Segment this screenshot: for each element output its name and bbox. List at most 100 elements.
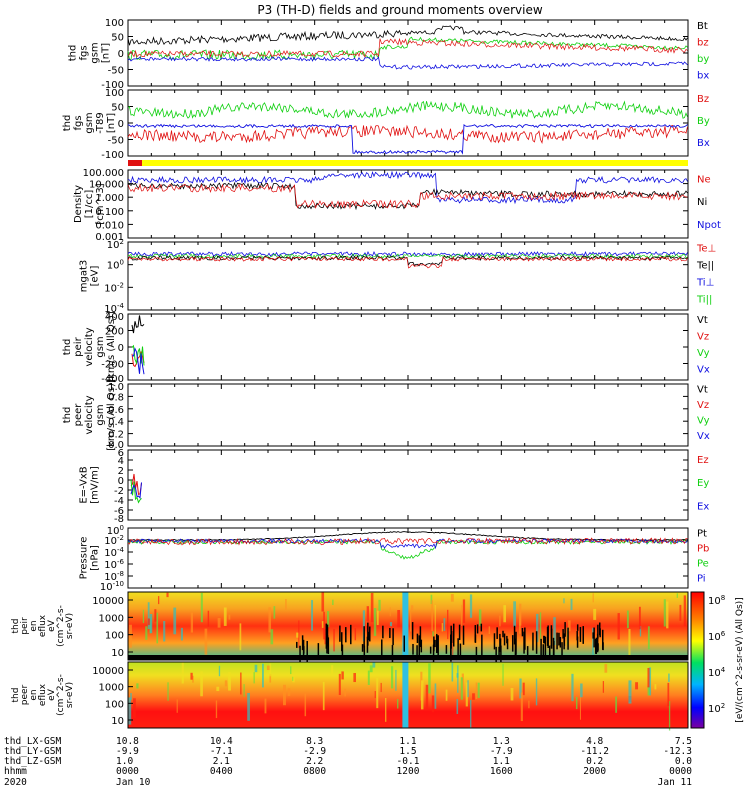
spectrogram-stripe bbox=[362, 610, 366, 642]
legend-Ti||: Ti|| bbox=[696, 294, 712, 305]
spectrogram-dropout bbox=[592, 632, 594, 639]
legend-Vx: Vx bbox=[697, 431, 710, 442]
axis-row-value: 1.1 bbox=[493, 756, 510, 767]
spectrogram-dropout bbox=[593, 627, 595, 648]
panel-frame bbox=[127, 383, 689, 447]
y-tick-label: -200 bbox=[101, 360, 124, 371]
spectrogram-stripe bbox=[173, 607, 177, 635]
spectrogram-dropout bbox=[526, 646, 529, 662]
spectrogram-dropout bbox=[437, 635, 439, 656]
y-tick-label: 50 bbox=[111, 103, 124, 114]
legend-Pt: Pt bbox=[697, 528, 707, 539]
trace-Pe bbox=[127, 539, 688, 560]
y-tick-label: 100 bbox=[105, 88, 124, 99]
axis-row-value: 0800 bbox=[303, 766, 326, 777]
spectrogram-stripe bbox=[136, 683, 139, 689]
spectrogram-stripe bbox=[513, 601, 517, 627]
spectrogram-dropout bbox=[576, 631, 578, 641]
spectrogram-frame bbox=[127, 661, 689, 729]
spectrogram-dropout bbox=[459, 643, 462, 658]
trace-Bx bbox=[127, 123, 688, 155]
ylabel-line: en bbox=[29, 620, 39, 631]
y-tick-label: 100 bbox=[105, 631, 124, 642]
spectrogram-dropout bbox=[367, 631, 370, 641]
legend-Vy: Vy bbox=[697, 348, 710, 359]
spectrogram-stripe bbox=[456, 699, 459, 714]
spectrogram-stripe bbox=[341, 671, 344, 680]
spectrogram-stripe bbox=[285, 599, 287, 610]
spectrogram-stripe bbox=[647, 667, 650, 688]
spectrogram-dropout bbox=[524, 627, 526, 650]
axis-row-value: 1600 bbox=[490, 766, 513, 777]
spectrogram-stripe bbox=[460, 677, 463, 700]
spectrogram-stripe bbox=[149, 613, 153, 634]
trace-Ez bbox=[130, 473, 142, 496]
ylabel-line: peer bbox=[73, 403, 84, 427]
spectrogram-stripe bbox=[441, 623, 443, 632]
spectrogram-stripe bbox=[431, 600, 433, 632]
spectrogram-stripe bbox=[304, 693, 307, 717]
panel-frame bbox=[127, 313, 689, 381]
y-tick-label: 10000 bbox=[92, 596, 124, 607]
spectrogram-stripe bbox=[472, 693, 475, 700]
spectrogram-stripe bbox=[628, 680, 632, 704]
axis-row-value: 2.1 bbox=[213, 756, 230, 767]
colorbar-tick-label: 102 bbox=[708, 702, 725, 715]
spectrogram-dropout bbox=[366, 636, 369, 653]
spectrogram-dropout bbox=[301, 635, 304, 651]
spectrogram-stripe bbox=[451, 662, 454, 682]
spectrogram-stripe bbox=[519, 603, 522, 626]
spectrogram-dropout bbox=[521, 628, 524, 637]
spectrogram-dropout bbox=[535, 631, 538, 654]
y-tick-label: 10-6 bbox=[104, 558, 124, 571]
spectrogram-dropout bbox=[579, 626, 582, 642]
spectrogram-stripe bbox=[270, 629, 274, 645]
spectrogram-dropout bbox=[553, 640, 555, 660]
spectrogram-stripe bbox=[579, 692, 582, 720]
ylabel-line: eV bbox=[47, 688, 57, 701]
ylabel-line: [km/s (All Qs)] bbox=[106, 379, 117, 451]
ylabel-line: mgat3 bbox=[79, 260, 90, 293]
legend-Vt: Vt bbox=[697, 315, 708, 326]
spectrogram-stripe bbox=[167, 682, 169, 701]
panel-ylabel: Density [1/cc] [cm^-3] bbox=[73, 183, 106, 224]
spectrogram-stripe bbox=[647, 686, 650, 696]
spectrogram-stripe bbox=[488, 626, 491, 635]
spectrogram-stripe bbox=[282, 684, 286, 706]
axis-row-value: 1.3 bbox=[493, 736, 510, 747]
y-tick-label: 0.2 bbox=[108, 430, 124, 441]
y-tick-label: 0.100 bbox=[95, 207, 124, 218]
spectrogram-stripe bbox=[287, 688, 291, 697]
spectrogram-dropout bbox=[513, 625, 516, 645]
ylabel-line: fgs bbox=[79, 45, 90, 60]
legend-Ex: Ex bbox=[697, 502, 709, 513]
axis-row-value: 8.3 bbox=[306, 736, 323, 747]
ylabel-line: [nT] bbox=[101, 43, 112, 63]
spectrogram-stripe bbox=[571, 673, 574, 702]
spectrogram-dropout bbox=[302, 639, 305, 659]
spectrogram-stripe bbox=[539, 612, 542, 640]
y-tick-label: 102 bbox=[107, 238, 124, 251]
spectrogram-stripe bbox=[635, 682, 639, 690]
ylabel-line: gsm bbox=[90, 42, 101, 63]
spectrogram-stripe bbox=[130, 693, 132, 700]
y-tick-label: 1000 bbox=[99, 683, 124, 694]
spectrogram-stripe bbox=[366, 606, 370, 632]
y-tick-label: 10000 bbox=[92, 666, 124, 677]
spectrogram-stripe bbox=[247, 692, 250, 721]
legend-Npot: Npot bbox=[697, 220, 721, 231]
spectrogram-stripe bbox=[519, 678, 522, 699]
axis-row-value: 10.4 bbox=[210, 736, 233, 747]
panel-frame bbox=[127, 19, 689, 87]
y-tick-label: -50 bbox=[108, 136, 124, 147]
ylabel-line: gsm bbox=[95, 404, 106, 425]
spectrogram-stripe bbox=[617, 613, 620, 640]
trace-Bz bbox=[127, 124, 688, 144]
axis-row-value: 1200 bbox=[397, 766, 420, 777]
spectrogram-stripe bbox=[374, 691, 376, 699]
spectrogram-dropout bbox=[345, 629, 347, 643]
spectrogram-stripe bbox=[200, 592, 203, 623]
trace-Vx bbox=[131, 347, 145, 375]
ylabel-line: eflux bbox=[38, 614, 48, 637]
